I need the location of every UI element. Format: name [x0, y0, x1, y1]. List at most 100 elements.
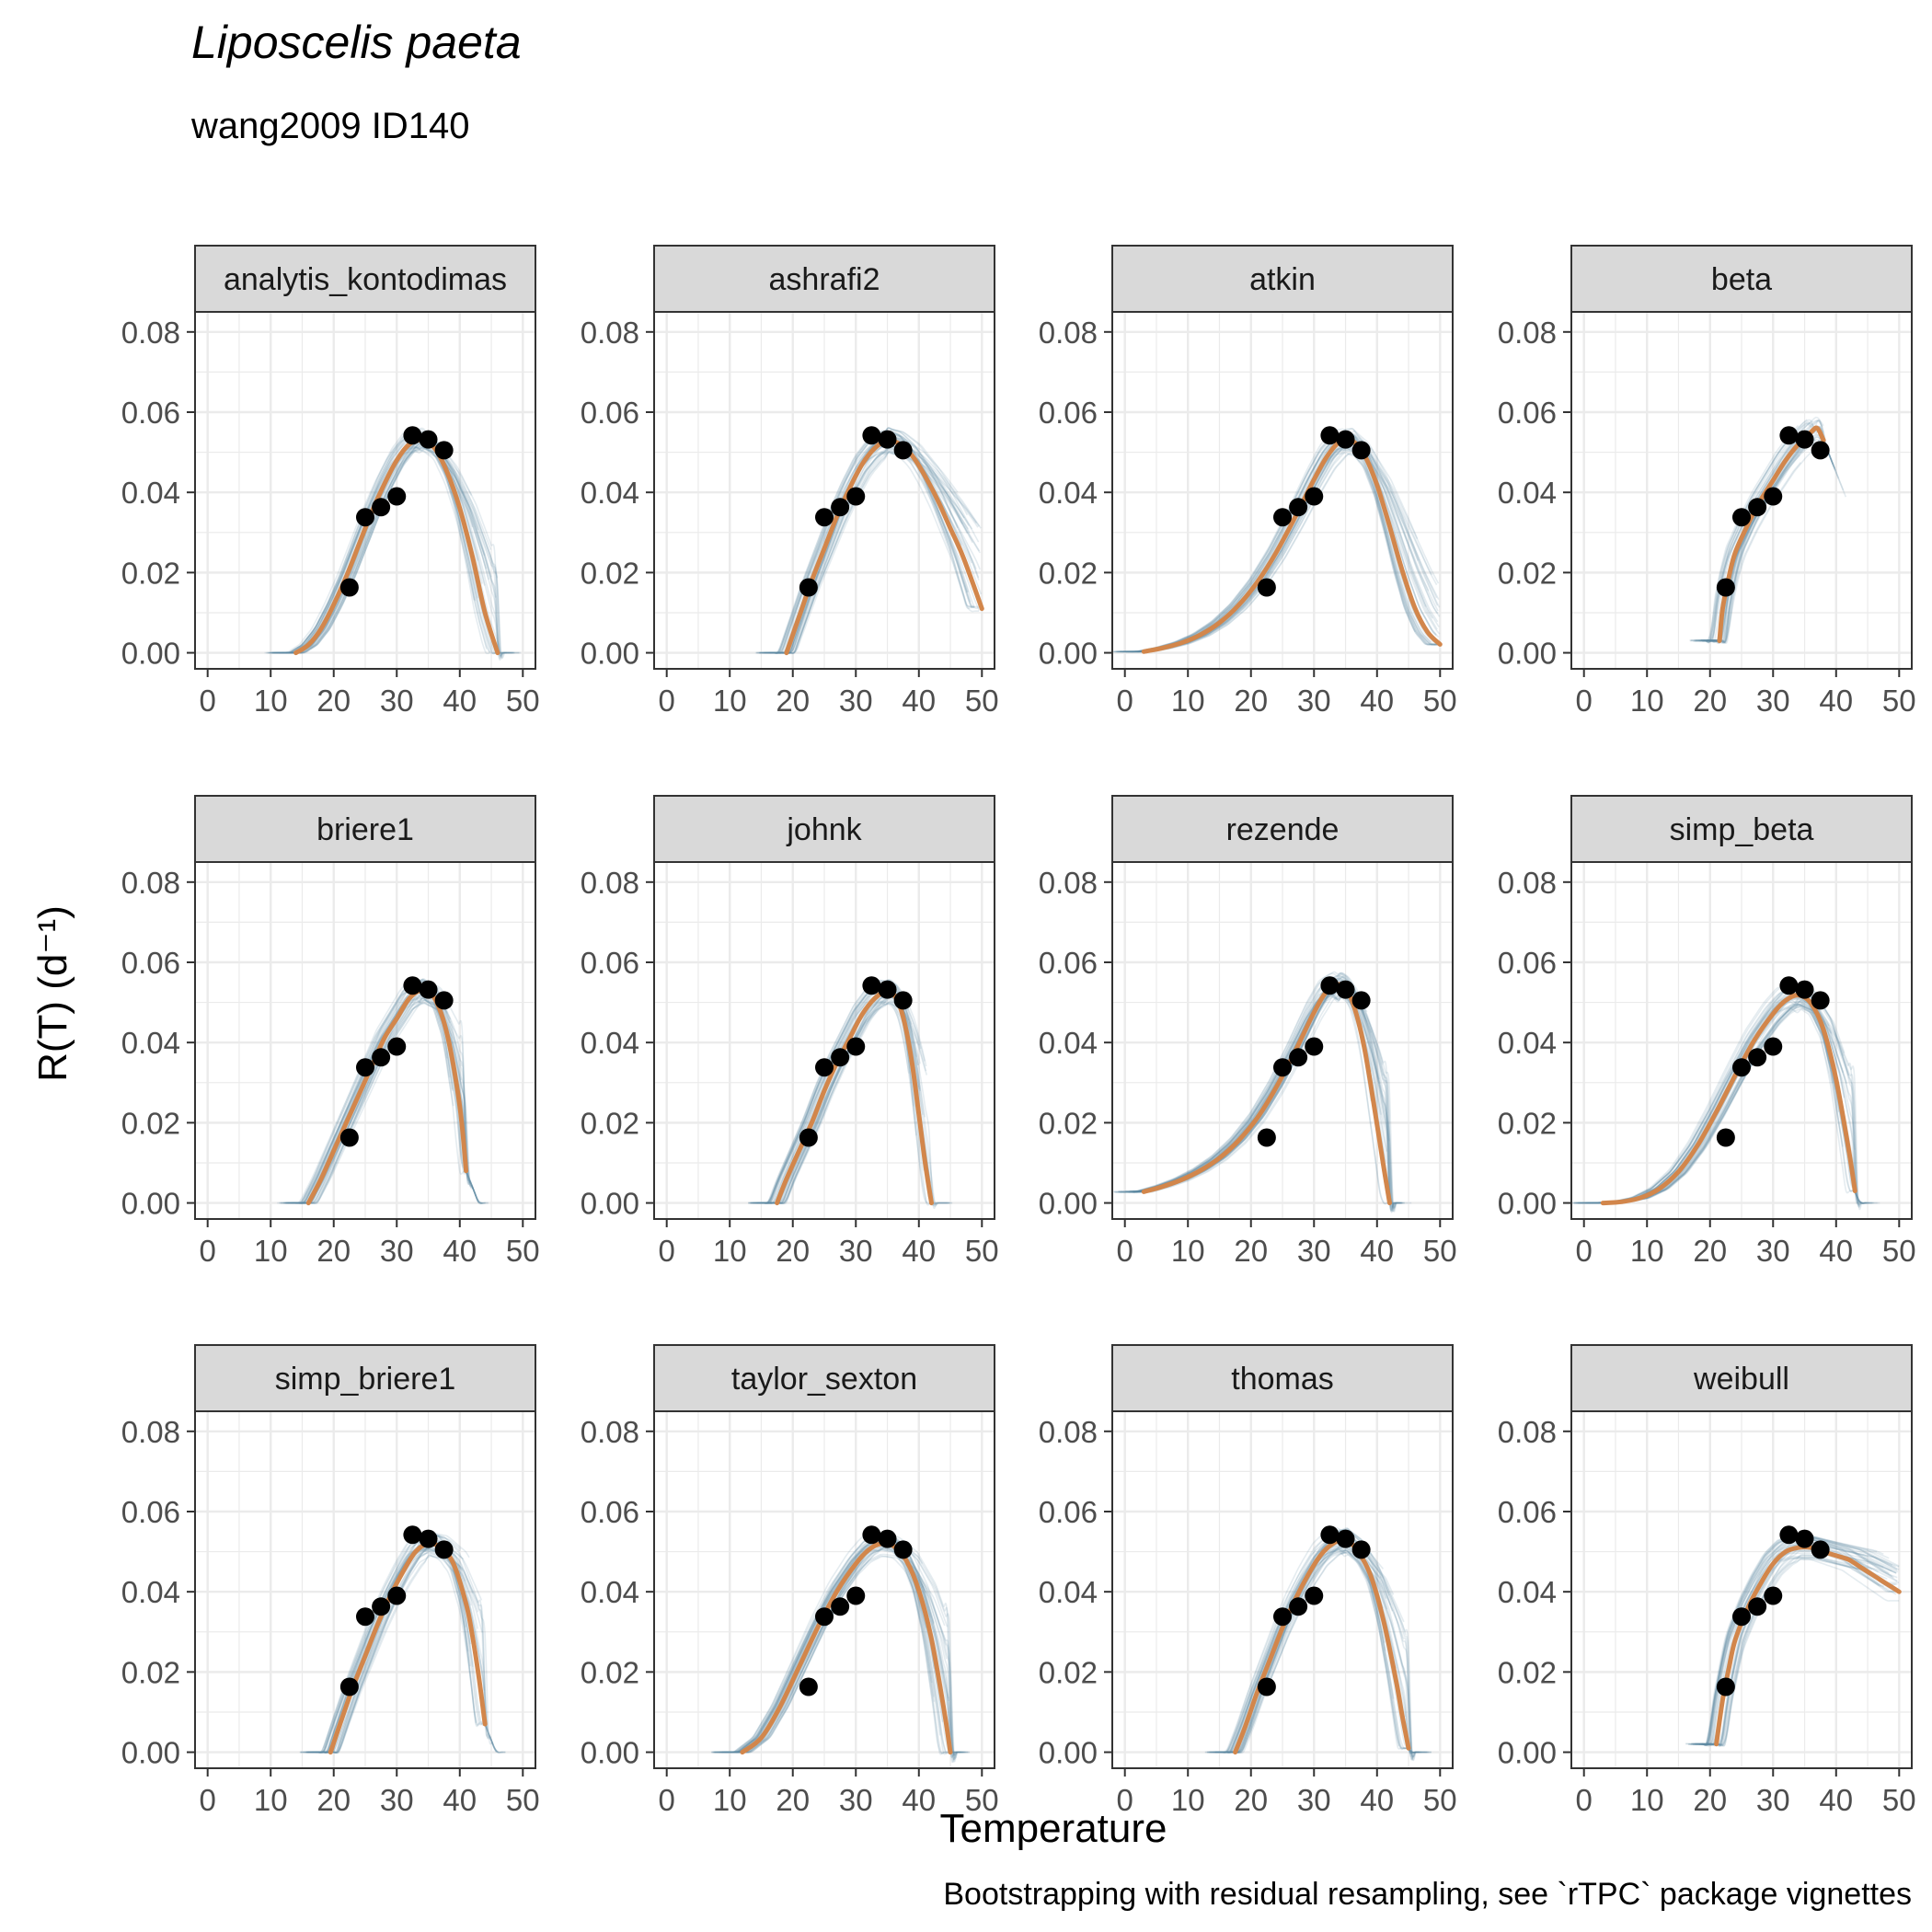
x-tick-label: 10 — [1630, 684, 1664, 718]
facet-strip-label: johnk — [786, 812, 862, 847]
x-tick-label: 50 — [965, 1783, 999, 1817]
data-point — [1795, 430, 1814, 449]
x-tick-label: 20 — [316, 1234, 351, 1268]
data-point — [434, 1540, 454, 1559]
data-point — [1764, 1586, 1783, 1605]
x-tick-label: 30 — [839, 1783, 873, 1817]
facet-strip-label: briere1 — [316, 812, 414, 847]
data-point — [1257, 1677, 1276, 1696]
data-point — [356, 1058, 374, 1077]
x-tick-label: 10 — [1171, 684, 1205, 718]
y-tick-label: 0.04 — [1498, 1575, 1557, 1609]
x-tick-label: 20 — [316, 1783, 351, 1817]
bootstrap-curve — [285, 995, 483, 1204]
bootstrap-curve — [274, 427, 522, 655]
bootstrap-curve — [286, 997, 466, 1204]
data-point — [799, 578, 818, 597]
y-tick-label: 0.08 — [1039, 316, 1098, 350]
facet-panel-rezende: rezende 0.00 0.02 0.04 0.06 0.08 0 10 20 30 40 50 — [1039, 795, 1457, 1268]
x-tick-label: 0 — [659, 1234, 675, 1268]
bootstrap-curve — [714, 1530, 935, 1754]
x-tick-label: 30 — [1297, 684, 1331, 718]
bootstrap-curve — [732, 1539, 953, 1754]
bootstrap-curve — [272, 440, 515, 657]
y-tick-label: 0.06 — [1039, 396, 1098, 430]
bootstrap-curve — [763, 427, 980, 654]
x-tick-label: 0 — [1576, 684, 1593, 718]
y-tick-label: 0.02 — [1039, 556, 1098, 590]
x-tick-label: 40 — [1819, 1234, 1853, 1268]
facet-strip — [1570, 1344, 1913, 1412]
panel-border — [194, 861, 536, 1220]
data-point — [831, 498, 850, 517]
bootstrap-curve — [773, 440, 971, 654]
bootstrap-curve — [289, 445, 488, 653]
data-point — [1289, 1597, 1308, 1616]
data-point — [372, 498, 391, 517]
data-point — [815, 1607, 834, 1627]
x-tick-label: 10 — [1630, 1783, 1664, 1817]
data-point — [893, 441, 913, 460]
y-tick-label: 0.06 — [121, 396, 180, 430]
data-point — [339, 1677, 359, 1696]
panel-border — [1111, 1410, 1454, 1769]
bootstrap-curve — [1133, 972, 1388, 1192]
fitted-curve — [328, 1541, 488, 1755]
bootstrap-curve — [1587, 983, 1861, 1206]
facet-strip-label: analytis_kontodimas — [224, 262, 507, 297]
data-point — [878, 430, 897, 449]
facet-strip-label: simp_beta — [1670, 812, 1814, 847]
x-tick-label: 0 — [659, 684, 675, 718]
x-tick-label: 10 — [254, 684, 288, 718]
x-tick-label: 0 — [200, 684, 216, 718]
y-tick-label: 0.06 — [581, 396, 639, 430]
bootstrap-curve — [1698, 1554, 1896, 1746]
x-tick-label: 30 — [839, 684, 873, 718]
y-tick-label: 0.06 — [121, 946, 180, 980]
y-tick-label: 0.00 — [1039, 1736, 1098, 1770]
bootstrap-curve — [1693, 442, 1819, 644]
data-point — [339, 1128, 359, 1147]
y-tick-label: 0.04 — [581, 1026, 639, 1060]
panel-border — [1111, 861, 1454, 1220]
x-tick-label: 20 — [1693, 684, 1727, 718]
data-point — [799, 1677, 818, 1696]
bootstrap-curve — [733, 1541, 965, 1763]
facet-strip — [1570, 245, 1913, 313]
x-tick-label: 0 — [1576, 1783, 1593, 1817]
bootstrap-curve — [1209, 1551, 1384, 1754]
data-point — [1257, 578, 1276, 597]
y-axis-label: R(T) (d⁻¹) — [30, 905, 75, 1082]
bootstrap-curve — [719, 1541, 971, 1755]
x-tick-label: 20 — [1234, 1783, 1268, 1817]
facet-strip — [194, 795, 536, 863]
bootstrap-curve — [310, 1549, 503, 1754]
x-tick-label: 50 — [506, 684, 540, 718]
x-tick-label: 30 — [1756, 1234, 1790, 1268]
y-tick-label: 0.08 — [121, 866, 180, 900]
x-tick-label: 50 — [506, 1783, 540, 1817]
y-tick-label: 0.02 — [1039, 1655, 1098, 1689]
y-tick-label: 0.00 — [1498, 1736, 1557, 1770]
bootstrap-curve — [271, 434, 514, 661]
x-tick-label: 10 — [1171, 1783, 1205, 1817]
y-tick-label: 0.02 — [581, 556, 639, 590]
data-point — [434, 441, 454, 460]
bootstrap-curve — [269, 444, 520, 660]
y-tick-label: 0.08 — [1039, 866, 1098, 900]
data-point — [1795, 1529, 1814, 1548]
bootstrap-curve — [712, 1534, 967, 1764]
x-tick-label: 0 — [200, 1783, 216, 1817]
bootstrap-curve — [732, 1546, 964, 1760]
bootstrap-curve — [272, 436, 490, 654]
bootstrap-curve — [748, 979, 953, 1208]
bootstrap-curve — [723, 1545, 962, 1758]
bootstrap-curve — [769, 983, 937, 1210]
facet-strip-label: ashrafi2 — [769, 262, 880, 297]
bootstrap-curve — [719, 1535, 966, 1759]
y-tick-label: 0.00 — [1039, 637, 1098, 671]
panel-border — [194, 311, 536, 670]
facet-strip — [653, 245, 995, 313]
x-tick-label: 40 — [1360, 1234, 1394, 1268]
x-tick-label: 40 — [1360, 684, 1394, 718]
